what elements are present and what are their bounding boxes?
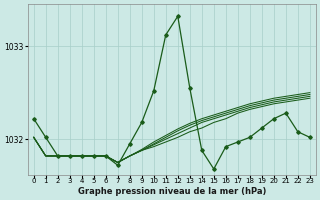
X-axis label: Graphe pression niveau de la mer (hPa): Graphe pression niveau de la mer (hPa) [77,187,266,196]
